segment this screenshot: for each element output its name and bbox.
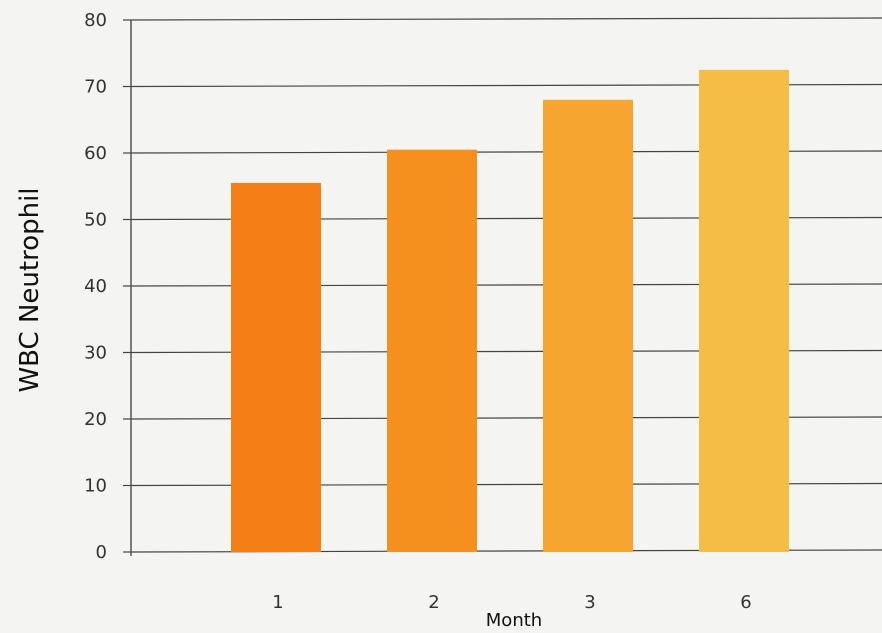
bar-month-2 xyxy=(387,149,477,553)
y-axis-ticks: 0 10 20 30 40 50 60 70 80 xyxy=(84,10,131,563)
x-tick-label: 3 xyxy=(584,592,595,613)
x-tick-label: 6 xyxy=(740,592,751,613)
gridline xyxy=(130,17,882,21)
y-tick-label: 60 xyxy=(84,143,107,164)
y-tick-label: 30 xyxy=(84,343,107,364)
bar-month-6 xyxy=(699,69,789,552)
bars xyxy=(231,69,789,553)
x-axis-ticks: 1 2 3 6 xyxy=(272,592,751,613)
bar-month-3 xyxy=(543,99,633,553)
bar-month-1 xyxy=(231,182,321,553)
y-tick-label: 0 xyxy=(96,542,107,563)
y-tick-label: 10 xyxy=(84,476,107,497)
y-tick-label: 80 xyxy=(84,10,107,31)
x-axis-title: Month xyxy=(486,610,542,631)
y-tick-label: 20 xyxy=(84,409,107,430)
y-tick-label: 50 xyxy=(84,210,107,231)
y-tick-label: 70 xyxy=(84,77,107,98)
x-tick-label: 2 xyxy=(428,592,439,613)
y-tick-label: 40 xyxy=(84,276,107,297)
y-axis-title: WBC Neutrophil xyxy=(15,187,45,392)
x-tick-label: 1 xyxy=(272,592,283,613)
